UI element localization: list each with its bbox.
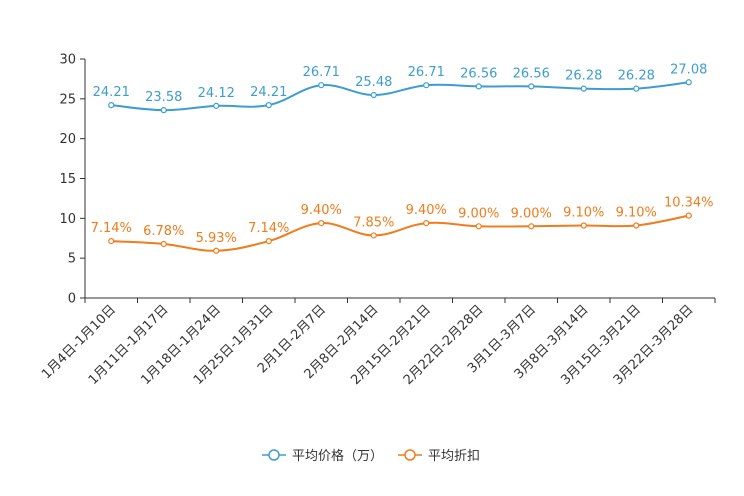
data-label: 7.14% (91, 221, 132, 236)
data-point[interactable] (633, 85, 640, 92)
y-tick-label: 25 (59, 92, 76, 107)
series-line (111, 81, 689, 112)
data-point[interactable] (580, 85, 587, 92)
data-label: 9.10% (616, 206, 657, 221)
data-point[interactable] (475, 223, 482, 230)
data-label: 26.56 (513, 66, 550, 81)
legend-label: 平均价格（万） (292, 448, 383, 464)
series-1: 24.21 23.58 24.12 24.21 26.71 25.48 26.71 26.56… (93, 62, 707, 114)
data-label: 5.93% (196, 231, 237, 246)
legend-item-2[interactable]: 平均折扣 (398, 449, 480, 464)
data-label: 24.21 (250, 85, 287, 100)
data-point[interactable] (213, 247, 220, 254)
data-point[interactable] (370, 232, 377, 239)
series-2: 7.14% 6.78% 5.93% 7.14% 9.40% 7.85% 9.40% 9.00%… (91, 196, 714, 254)
legend-item-1[interactable]: 平均价格（万） (262, 448, 383, 464)
data-label: 7.85% (353, 215, 394, 230)
data-label: 26.71 (303, 65, 340, 80)
data-label: 26.56 (460, 66, 497, 81)
data-label: 27.08 (670, 62, 707, 77)
data-label: 10.34% (664, 196, 714, 211)
data-point[interactable] (160, 240, 167, 248)
chart-legend[interactable]: 平均价格（万） 平均折扣 (262, 448, 480, 464)
data-label: 7.14% (248, 221, 289, 236)
data-label: 9.00% (511, 206, 552, 221)
y-tick-label: 30 (59, 53, 76, 68)
data-label: 9.10% (563, 206, 604, 221)
data-point[interactable] (160, 107, 167, 114)
data-label: 26.28 (618, 69, 655, 84)
series-layer: 24.21 23.58 24.12 24.21 26.71 25.48 26.71 26.56… (91, 62, 714, 254)
data-point[interactable] (633, 222, 640, 229)
data-label: 26.71 (408, 65, 445, 80)
y-tick-label: 0 (68, 292, 76, 307)
data-point[interactable] (685, 212, 692, 219)
data-label: 6.78% (143, 224, 184, 239)
data-point[interactable] (423, 220, 430, 227)
data-label: 23.58 (145, 90, 182, 105)
data-label: 9.00% (458, 206, 499, 221)
legend-marker-icon (404, 449, 416, 461)
data-label: 26.28 (565, 69, 602, 84)
data-label: 24.12 (198, 86, 235, 101)
y-tick-label: 5 (68, 252, 76, 267)
legend-marker-icon (268, 449, 280, 461)
data-point[interactable] (370, 91, 377, 99)
data-point[interactable] (528, 223, 535, 230)
y-tick-label: 20 (59, 132, 76, 147)
data-label: 25.48 (355, 75, 392, 90)
data-point[interactable] (580, 222, 587, 229)
legend-label: 平均折扣 (428, 449, 480, 464)
data-point[interactable] (108, 238, 115, 245)
data-point[interactable] (265, 102, 272, 109)
data-point[interactable] (318, 82, 325, 89)
data-point[interactable] (213, 102, 220, 109)
data-label: 9.40% (406, 203, 447, 218)
data-label: 24.21 (93, 85, 130, 100)
y-tick-label: 15 (59, 172, 76, 187)
data-point[interactable] (265, 238, 272, 245)
data-point[interactable] (528, 83, 535, 90)
data-label: 9.40% (301, 203, 342, 218)
data-point[interactable] (685, 79, 692, 86)
data-point[interactable] (423, 82, 430, 89)
data-point[interactable] (475, 83, 482, 90)
series-line (111, 214, 689, 252)
data-point[interactable] (108, 102, 115, 109)
data-point[interactable] (318, 220, 325, 227)
y-tick-label: 10 (59, 212, 76, 227)
